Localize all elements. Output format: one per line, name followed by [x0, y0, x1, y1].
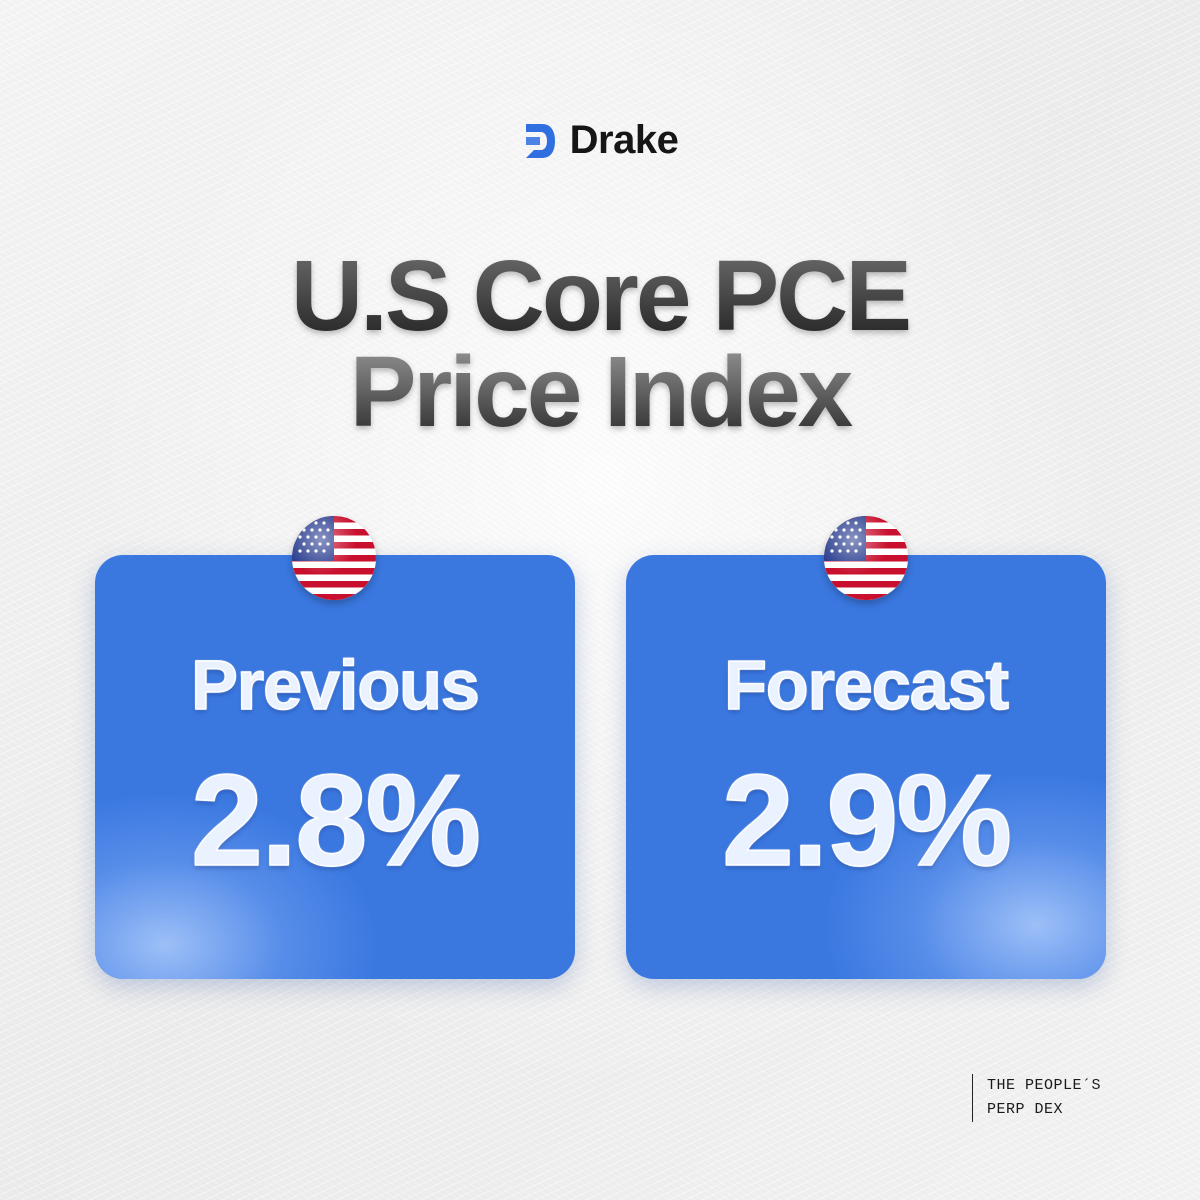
brand-logo: Drake — [0, 118, 1200, 163]
previous-label: Previous — [190, 645, 480, 725]
previous-value: 2.8% — [190, 746, 482, 894]
previous-card: Previous 2.8% — [95, 555, 575, 979]
us-flag-icon — [292, 516, 376, 600]
tagline: THE PEOPLE´S PERP DEX — [972, 1074, 1101, 1122]
brand-name: Drake — [569, 118, 679, 162]
page-title: U.S Core PCE Price Index — [0, 248, 1200, 440]
us-flag-icon — [824, 516, 908, 600]
title-line-1: U.S Core PCE — [0, 248, 1200, 344]
title-line-2: Price Index — [349, 336, 851, 448]
tagline-line-1: THE PEOPLE´S — [987, 1077, 1102, 1094]
forecast-card: Forecast 2.9% — [626, 555, 1106, 979]
forecast-label: Forecast — [723, 645, 1009, 725]
forecast-value: 2.9% — [721, 746, 1013, 894]
tagline-line-2: PERP DEX — [987, 1101, 1064, 1118]
drake-logo-icon — [525, 123, 555, 158]
